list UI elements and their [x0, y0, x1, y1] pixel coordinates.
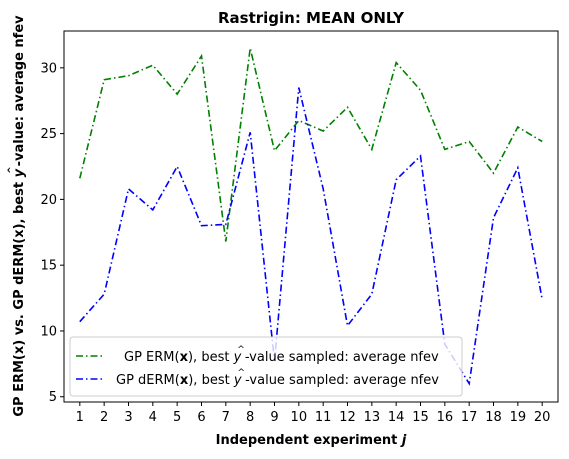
y-tick-label: 30: [40, 61, 57, 76]
x-tick-label: 2: [100, 410, 108, 425]
x-tick-label: 10: [291, 410, 308, 425]
x-tick-label: 5: [173, 410, 181, 425]
x-tick-label: 8: [246, 410, 254, 425]
plot-frame: [63, 30, 559, 403]
x-tick-label: 16: [437, 410, 454, 425]
series-line-gp-derm: [79, 87, 543, 386]
x-tick-label: 15: [412, 410, 429, 425]
legend-box: [69, 336, 463, 397]
x-tick-label: 14: [388, 410, 405, 425]
x-tick-label: 7: [222, 410, 230, 425]
legend-entry-gp-derm: GP dERM(x), best y^-value sampled: avera…: [116, 368, 439, 388]
x-tick-label: 13: [364, 410, 381, 425]
y-tick-label: 25: [40, 127, 57, 142]
x-tick-label: 19: [510, 410, 527, 425]
x-tick-label: 3: [124, 410, 132, 425]
legend-entry-gp-erm: GP ERM(x), best y^-value sampled: averag…: [124, 345, 439, 365]
axis-ticks: 1 2 3 4 5 6 7 8 9 10 11 12 13 14 15 16 17 18 19 20510152025…: [40, 61, 550, 425]
y-tick-label: 5: [49, 390, 57, 405]
chart-title: Rastrigin: MEAN ONLY: [218, 9, 405, 27]
x-tick-label: 1: [76, 410, 84, 425]
y-tick-label: 20: [40, 193, 57, 208]
y-tick-label: 15: [40, 259, 57, 274]
x-tick-label: 11: [315, 410, 332, 425]
y-tick-label: 10: [40, 324, 57, 339]
x-axis-label: Independent experiment j: [216, 433, 407, 448]
legend: GP ERM(x), best y^-value sampled: averag…: [69, 336, 463, 397]
x-tick-label: 20: [534, 410, 551, 425]
series-lines: [79, 47, 543, 386]
x-tick-label: 18: [485, 410, 502, 425]
series-line-gp-erm: [79, 47, 543, 242]
y-axis-label: GP ERM(x) vs. GP dERM(x), best y^-value:…: [7, 15, 27, 417]
x-tick-label: 4: [149, 410, 157, 425]
x-tick-label: 17: [461, 410, 478, 425]
x-tick-label: 6: [197, 410, 205, 425]
x-tick-label: 9: [270, 410, 278, 425]
x-tick-label: 12: [339, 410, 356, 425]
